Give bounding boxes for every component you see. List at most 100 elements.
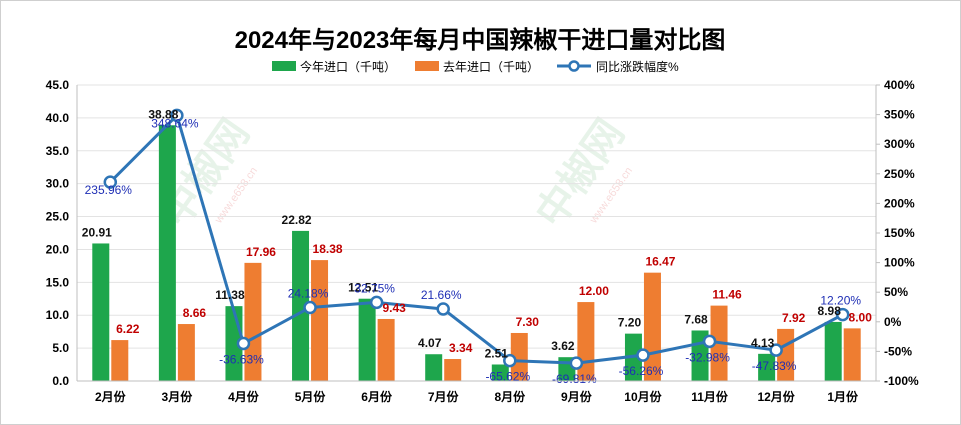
y-left-tick-label: 40.0 [46, 111, 70, 125]
data-label-current: 12.51 [348, 281, 378, 295]
chart-title: 2024年与2023年每月中国辣椒干进口量对比图 [235, 26, 726, 54]
data-label-current: 2.51 [485, 346, 509, 360]
x-tick-label: 5月份 [295, 389, 327, 404]
data-label-current: 7.20 [618, 316, 642, 330]
data-label-current: 8.98 [818, 304, 842, 318]
data-label-previous: 16.47 [645, 255, 675, 269]
legend-label-current: 今年进口（千吨） [300, 59, 396, 74]
line-point-change [436, 302, 450, 316]
bar-current-year [425, 354, 443, 381]
y-right-tick-label: 350% [884, 108, 915, 122]
data-label-previous: 7.92 [782, 311, 806, 325]
bar-previous-year [111, 340, 129, 381]
y-axis-left: 0.0 5.0 10.0 15.0 20.0 25.0 30.0 35.0 40.0 45.0 [46, 78, 78, 388]
line-point-change [369, 295, 384, 310]
line-point-change [236, 336, 251, 351]
data-label-layer: 20.91 6.22 38.88 8.66 11.38 17.96 22.82 18.38 12… [82, 107, 872, 386]
x-tick-label: 2月份 [95, 389, 127, 404]
data-label-current: 22.82 [282, 213, 312, 227]
y-axis-right: -100% -50% 0% 50% 100% 150% 200% 250% 300% 350% 40… [875, 78, 919, 388]
y-right-tick-label: 100% [884, 256, 915, 270]
x-tick-label: 10月份 [624, 389, 662, 404]
bar-current-year [158, 125, 176, 381]
data-label-change: -56.26% [619, 364, 664, 378]
y-right-tick-label: 250% [884, 167, 915, 181]
data-label-current: 11.38 [215, 288, 245, 302]
x-tick-label: 12月份 [757, 389, 795, 404]
bar-previous-year [311, 260, 329, 381]
bar-previous-year [177, 324, 195, 381]
x-tick-label: 6月份 [361, 389, 393, 404]
data-label-change: 348.64% [151, 116, 199, 130]
y-right-tick-label: 300% [884, 137, 915, 151]
data-label-change: 12.20% [820, 294, 861, 308]
x-tick-label: 7月份 [428, 389, 460, 404]
bar-previous-year [510, 332, 528, 381]
legend-label-previous: 去年进口（千吨） [443, 60, 539, 74]
data-label-change: 24.18% [288, 286, 329, 300]
bar-previous-year [444, 359, 462, 381]
line-point-change [636, 348, 650, 362]
gridlines [77, 84, 876, 349]
x-axis: 2月份 3月份 4月份 5月份 6月份 7月份 8月份 9月份 10月份 11月份 12月份 1月份 [77, 380, 876, 404]
x-tick-label: 3月份 [162, 389, 194, 404]
line-point-change [503, 353, 517, 368]
bar-current-year [358, 298, 376, 381]
data-label-change: -47.83% [752, 359, 797, 373]
data-label-current: 3.62 [551, 339, 575, 353]
y-left-tick-label: 20.0 [46, 242, 70, 256]
y-left-tick-label: 5.0 [52, 341, 69, 355]
y-right-tick-label: -50% [884, 344, 912, 358]
y-left-tick-label: 10.0 [46, 308, 70, 322]
line-point-change [702, 334, 717, 349]
y-right-tick-label: 400% [884, 78, 915, 92]
line-point-change [103, 175, 118, 189]
line-layer [103, 108, 850, 370]
bar-previous-year [577, 302, 595, 381]
y-left-tick-label: 25.0 [46, 210, 70, 224]
x-tick-label: 11月份 [691, 389, 729, 404]
line-point-change [769, 343, 783, 357]
bar-current-year [758, 353, 776, 381]
bar-previous-year [244, 262, 262, 381]
data-label-previous: 8.66 [183, 306, 207, 320]
bar-current-year [491, 364, 509, 381]
data-label-previous: 18.38 [313, 242, 343, 256]
data-label-current: 20.91 [82, 225, 112, 239]
watermark-layer: 中椒网 www.e658.cn 中椒网 www.e658.cn [153, 112, 635, 236]
y-left-tick-label: 35.0 [46, 144, 70, 158]
line-point-change [569, 356, 584, 370]
data-label-previous: 11.46 [712, 288, 742, 302]
legend-label-change: 同比涨跌幅度% [596, 59, 679, 74]
data-label-change: -69.81% [552, 372, 597, 386]
bar-current-year [292, 230, 310, 381]
data-label-previous: 17.96 [246, 245, 276, 259]
x-tick-label: 8月份 [494, 389, 526, 404]
data-label-previous: 9.43 [382, 301, 406, 315]
bar-previous-year [377, 318, 395, 381]
legend-swatch-current [272, 61, 296, 71]
data-label-change: 21.66% [421, 288, 462, 302]
x-tick-label: 9月份 [561, 389, 593, 404]
bar-previous-year [843, 328, 861, 381]
bar-layer [92, 125, 861, 381]
data-label-current: 4.13 [751, 336, 775, 350]
y-right-tick-label: 0% [884, 315, 902, 329]
data-label-change: -65.62% [485, 370, 530, 384]
y-right-tick-label: 150% [884, 226, 915, 240]
y-left-tick-label: 45.0 [46, 78, 70, 92]
data-label-previous: 12.00 [579, 284, 609, 298]
data-label-previous: 8.00 [849, 310, 873, 324]
data-label-current: 4.07 [418, 336, 442, 350]
y-right-tick-label: 50% [884, 285, 908, 299]
legend: 今年进口（千吨） 去年进口（千吨） 同比涨跌幅度% [272, 59, 679, 74]
y-left-tick-label: 0.0 [52, 374, 69, 388]
y-right-tick-label: -100% [884, 374, 919, 388]
data-label-current: 38.88 [148, 107, 178, 121]
legend-swatch-previous [415, 61, 439, 71]
line-point-change [835, 307, 850, 322]
bar-current-year [824, 321, 842, 381]
bar-current-year [92, 243, 110, 381]
